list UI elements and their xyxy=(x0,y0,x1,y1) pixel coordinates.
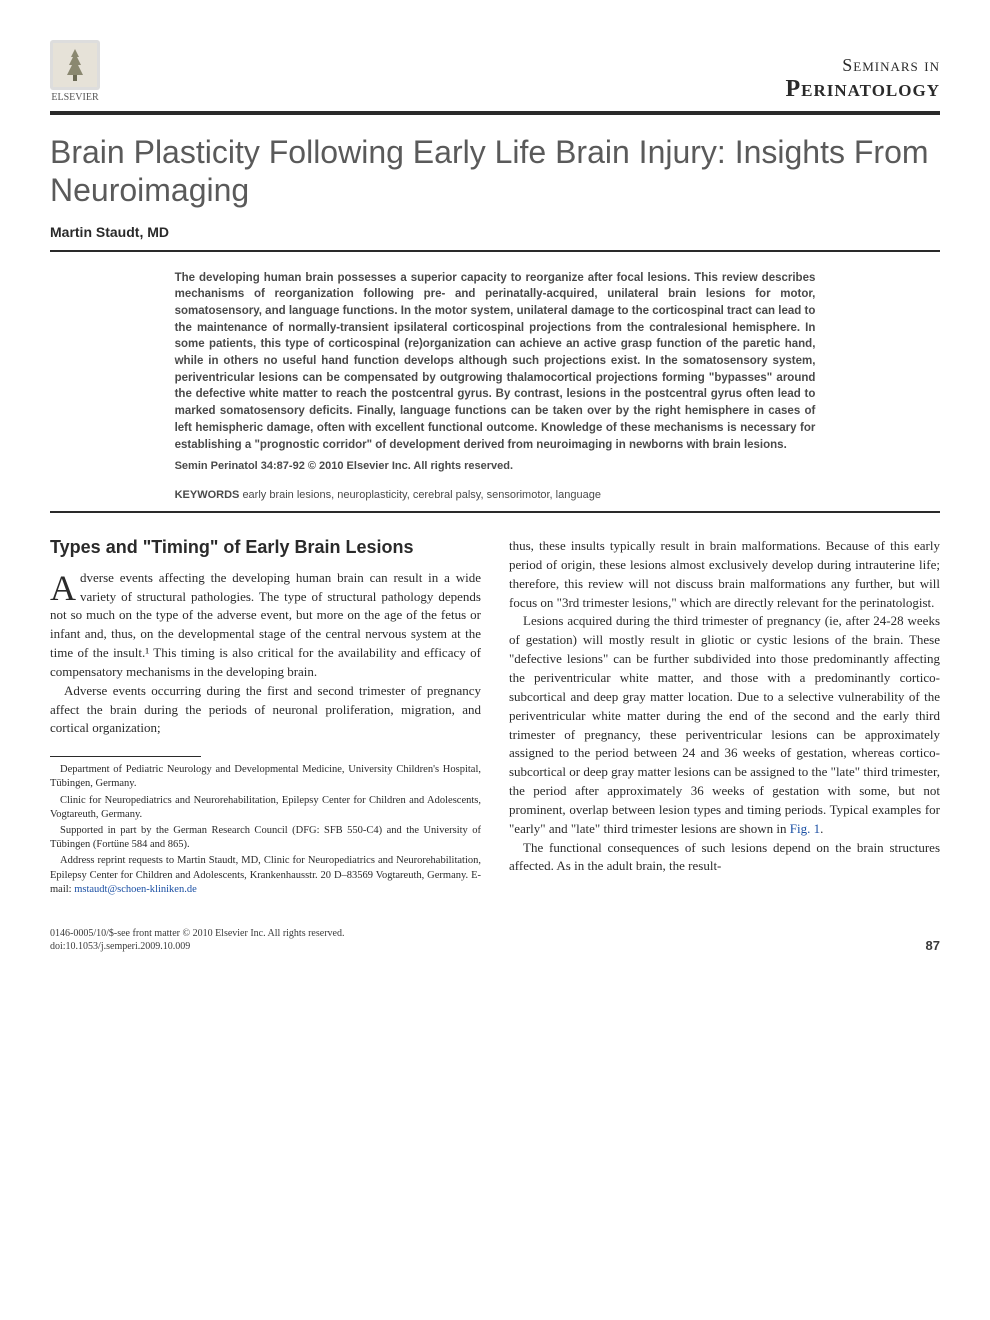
header-row: ELSEVIER Seminars in Perinatology xyxy=(50,40,940,103)
footer-left: 0146-0005/10/$-see front matter © 2010 E… xyxy=(50,927,344,953)
col2-p2-tail: . xyxy=(820,821,823,836)
column-left: Types and "Timing" of Early Brain Lesion… xyxy=(50,537,481,899)
elsevier-tree-icon xyxy=(50,40,100,90)
abstract-text: The developing human brain possesses a s… xyxy=(175,272,816,451)
footnote-4: Address reprint requests to Martin Staud… xyxy=(50,854,481,897)
abstract-rule xyxy=(50,511,940,513)
col2-para3: The functional consequences of such lesi… xyxy=(509,839,940,877)
article-title: Brain Plasticity Following Early Life Br… xyxy=(50,133,940,210)
col1-p1-text: dverse events affecting the developing h… xyxy=(50,570,481,679)
footnote-2: Clinic for Neuropediatrics and Neuroreha… xyxy=(50,794,481,822)
page-number: 87 xyxy=(926,938,940,953)
keywords-label: KEYWORDS xyxy=(175,489,240,501)
author: Martin Staudt, MD xyxy=(50,224,940,240)
header-rule xyxy=(50,111,940,115)
footnotes: Department of Pediatric Neurology and De… xyxy=(50,763,481,897)
figure-1-link[interactable]: Fig. 1 xyxy=(790,821,820,836)
publisher-logo: ELSEVIER xyxy=(50,40,100,103)
col1-para1: Adverse events affecting the developing … xyxy=(50,569,481,682)
journal-line1: Seminars in xyxy=(785,55,940,76)
footnote-email-link[interactable]: mstaudt@schoen-kliniken.de xyxy=(74,884,197,895)
footer-line1: 0146-0005/10/$-see front matter © 2010 E… xyxy=(50,927,344,940)
column-right: thus, these insults typically result in … xyxy=(509,537,940,899)
citation-line: Semin Perinatol 34:87-92 © 2010 Elsevier… xyxy=(175,459,816,475)
footnote-1: Department of Pediatric Neurology and De… xyxy=(50,763,481,791)
journal-line2: Perinatology xyxy=(785,76,940,103)
col2-p2-text: Lesions acquired during the third trimes… xyxy=(509,613,940,835)
footer-row: 0146-0005/10/$-see front matter © 2010 E… xyxy=(50,927,940,953)
dropcap: A xyxy=(50,569,80,603)
footnote-rule xyxy=(50,756,201,757)
col2-para1: thus, these insults typically result in … xyxy=(509,537,940,612)
keywords-block: KEYWORDS early brain lesions, neuroplast… xyxy=(175,489,816,501)
abstract-block: The developing human brain possesses a s… xyxy=(175,270,816,475)
col1-para2: Adverse events occurring during the firs… xyxy=(50,682,481,739)
keywords-text: early brain lesions, neuroplasticity, ce… xyxy=(242,489,601,501)
publisher-name: ELSEVIER xyxy=(51,92,98,103)
col2-para2: Lesions acquired during the third trimes… xyxy=(509,612,940,838)
footer-line2: doi:10.1053/j.semperi.2009.10.009 xyxy=(50,940,344,953)
title-rule xyxy=(50,250,940,252)
body-columns: Types and "Timing" of Early Brain Lesion… xyxy=(50,537,940,899)
journal-name: Seminars in Perinatology xyxy=(785,55,940,103)
footnote-3: Supported in part by the German Research… xyxy=(50,824,481,852)
section-heading: Types and "Timing" of Early Brain Lesion… xyxy=(50,537,481,559)
